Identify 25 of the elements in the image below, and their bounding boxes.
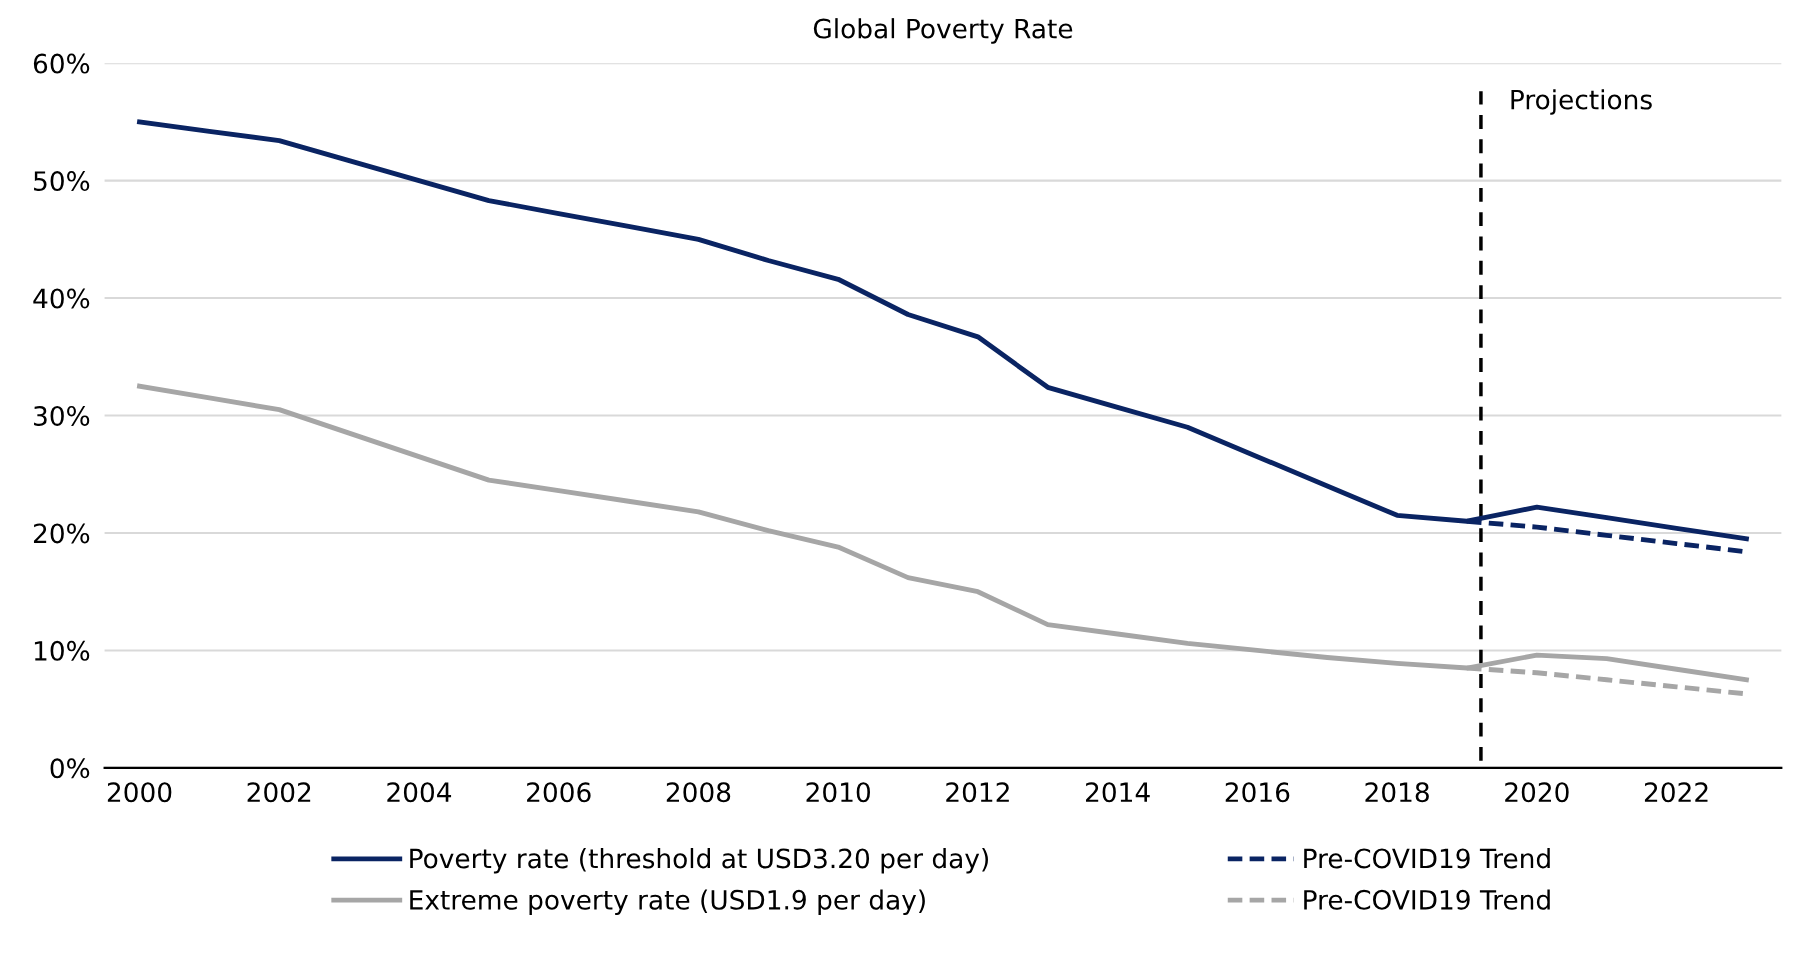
x-tick-label: 2002 xyxy=(247,782,311,803)
y-tick-label: 60% xyxy=(33,53,90,74)
legend-label: Extreme poverty rate (USD1.9 per day) xyxy=(410,889,925,915)
y-tick-label: 30% xyxy=(34,405,90,426)
ref-line-label: Projections xyxy=(1511,89,1652,115)
x-tick-label: 2008 xyxy=(666,782,731,803)
x-tick-label: 2000 xyxy=(107,782,172,803)
chart-title: Global Poverty Rate xyxy=(813,18,1073,44)
x-tick-label: 2014 xyxy=(1085,782,1150,803)
x-tick-label: 2004 xyxy=(387,782,452,803)
x-tick-label: 2016 xyxy=(1225,782,1290,803)
y-tick-label: 50% xyxy=(34,171,90,192)
x-tick-label: 2018 xyxy=(1365,782,1429,803)
x-tick-label: 2012 xyxy=(946,782,1009,803)
y-tick-label: 10% xyxy=(34,640,90,661)
x-tick-label: 2010 xyxy=(806,782,870,803)
legend-label: Poverty rate (threshold at USD3.20 per day) xyxy=(410,848,988,874)
legend-label: Pre-COVID19 Trend xyxy=(1304,889,1550,910)
y-tick-label: 40% xyxy=(33,288,90,309)
legend-label: Pre-COVID19 Trend xyxy=(1304,848,1550,869)
x-tick-label: 2022 xyxy=(1644,782,1708,803)
x-tick-label: 2020 xyxy=(1505,782,1569,803)
y-tick-label: 0% xyxy=(50,758,90,779)
x-tick-label: 2006 xyxy=(527,782,591,803)
y-tick-label: 20% xyxy=(33,523,90,544)
